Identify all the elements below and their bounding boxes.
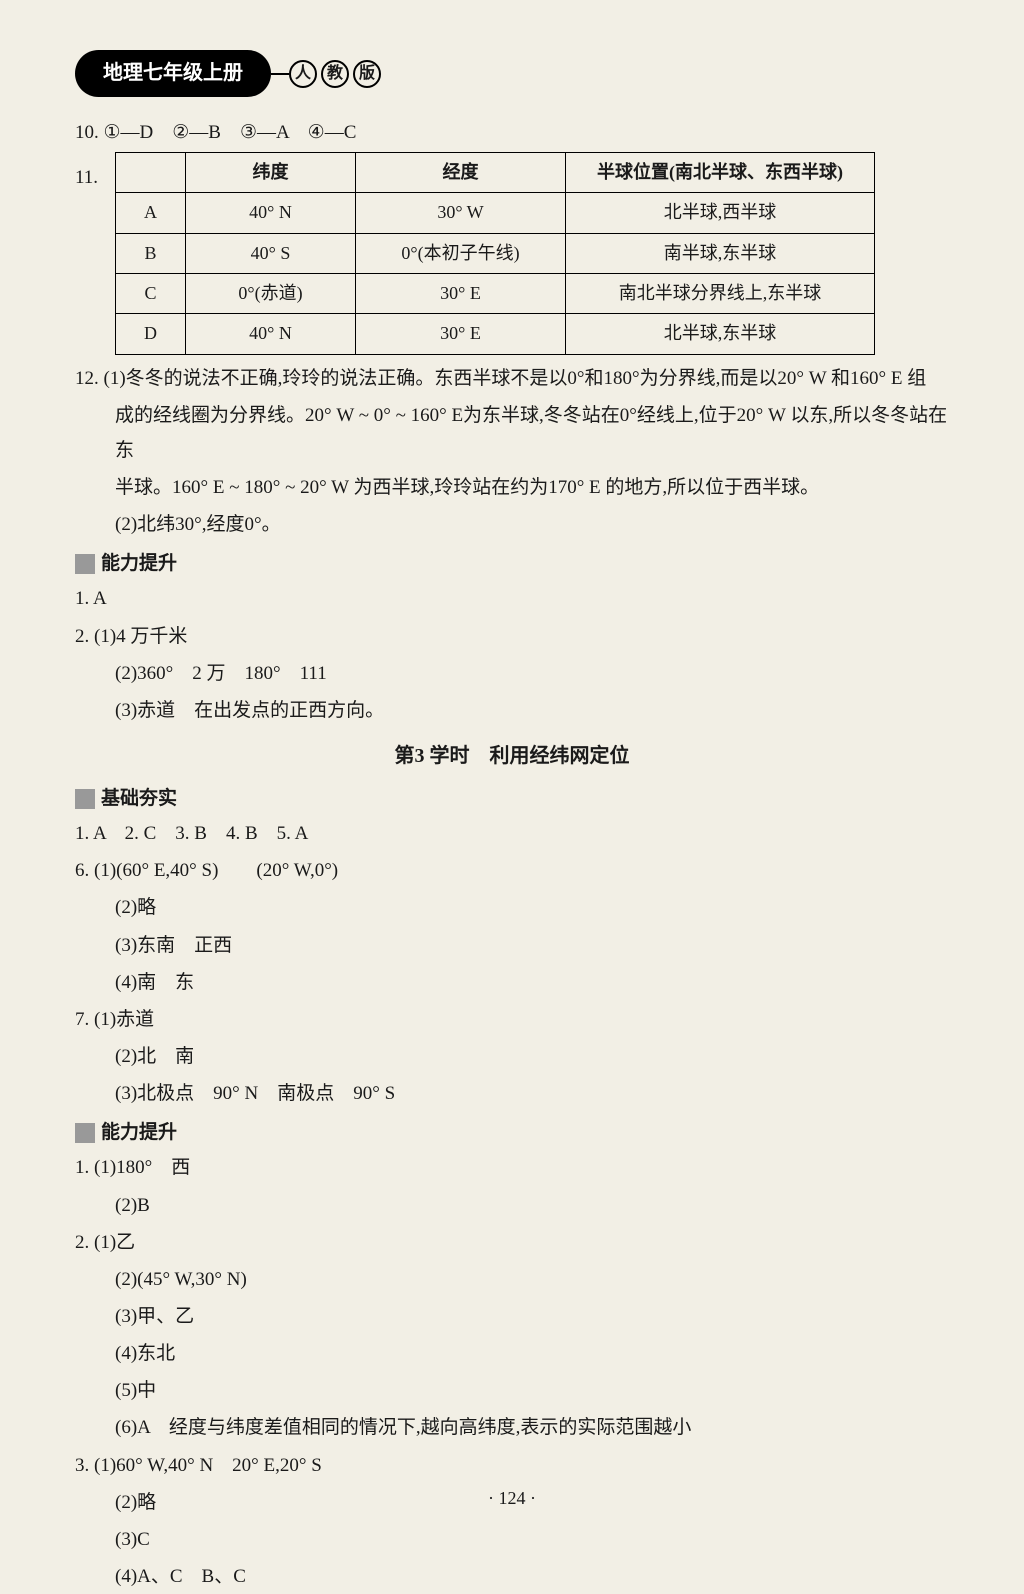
answer-line: (3)赤道 在出发点的正西方向。 [75,693,949,728]
answer-line: (4)东北 [75,1336,949,1371]
section-ability: 能力提升 [75,546,949,581]
answer-q12-line: 12. (1)冬冬的说法不正确,玲玲的说法正确。东西半球不是以0°和180°为分… [75,361,949,396]
header-circles: 人 教 版 [289,60,381,88]
answer-line: 2. (1)乙 [75,1225,949,1260]
table-cell: 0°(本初子午线) [356,233,566,273]
q11-label: 11. [75,152,115,195]
answer-line: (5)中 [75,1373,949,1408]
page-header: 地理七年级上册 人 教 版 [75,50,949,97]
answer-line: 6. (1)(60° E,40° S) (20° W,0°) [75,853,949,888]
answer-q12-line: (2)北纬30°,经度0°。 [75,507,949,542]
table-cell: C [116,274,186,314]
table-cell: 30° E [356,274,566,314]
answer-line: (2)360° 2 万 180° 111 [75,656,949,691]
answer-line: (3)东南 正西 [75,928,949,963]
answer-line: 2. (1)4 万千米 [75,619,949,654]
answer-q12-line: 半球。160° E ~ 180° ~ 20° W 为西半球,玲玲站在约为170°… [75,470,949,505]
section-ability: 能力提升 [75,1115,949,1150]
table-header: 纬度 [186,153,356,193]
header-circle: 版 [353,60,381,88]
lesson-title: 第3 学时 利用经纬网定位 [75,738,949,775]
answer-line: (6)A 经度与纬度差值相同的情况下,越向高纬度,表示的实际范围越小 [75,1410,949,1445]
table-row: D 40° N 30° E 北半球,东半球 [116,314,875,354]
answer-line: (3)C [75,1522,949,1557]
table-cell: 北半球,西半球 [566,193,875,233]
table-cell: 40° N [186,193,356,233]
table-header [116,153,186,193]
answer-line: 1. A [75,581,949,616]
answer-line: 1. A 2. C 3. B 4. B 5. A [75,816,949,851]
table-cell: 40° S [186,233,356,273]
table-row: B 40° S 0°(本初子午线) 南半球,东半球 [116,233,875,273]
table-cell: 30° W [356,193,566,233]
answer-line: (3)北极点 90° N 南极点 90° S [75,1076,949,1111]
table-cell: A [116,193,186,233]
answer-line: (2)略 [75,890,949,925]
page-number: · 124 · [0,1482,1024,1515]
table-cell: 40° N [186,314,356,354]
table-row: C 0°(赤道) 30° E 南北半球分界线上,东半球 [116,274,875,314]
table-cell: 0°(赤道) [186,274,356,314]
answer-line: (4)A、C B、C [75,1559,949,1594]
section-box-icon [75,1123,95,1143]
table-cell: 南半球,东半球 [566,233,875,273]
table-header: 经度 [356,153,566,193]
q11-table: 纬度 经度 半球位置(南北半球、东西半球) A 40° N 30° W 北半球,… [115,152,875,354]
answer-line: (2)(45° W,30° N) [75,1262,949,1297]
answer-q12-line: 成的经线圈为分界线。20° W ~ 0° ~ 160° E为东半球,冬冬站在0°… [75,398,949,468]
section-box-icon [75,789,95,809]
answer-line: 1. (1)180° 西 [75,1150,949,1185]
section-label: 能力提升 [101,1115,177,1150]
section-basic: 基础夯实 [75,781,949,816]
answer-line: 3. (1)60° W,40° N 20° E,20° S [75,1448,949,1483]
table-row: A 40° N 30° W 北半球,西半球 [116,193,875,233]
table-header: 半球位置(南北半球、东西半球) [566,153,875,193]
answer-line: 7. (1)赤道 [75,1002,949,1037]
header-connector [271,73,289,75]
answer-line: (4)南 东 [75,965,949,1000]
header-circle: 教 [321,60,349,88]
header-circle: 人 [289,60,317,88]
answer-line: (2)北 南 [75,1039,949,1074]
section-label: 能力提升 [101,546,177,581]
answer-q10: 10. ①—D ②—B ③—A ④—C [75,115,949,150]
table-cell: B [116,233,186,273]
answer-line: (3)甲、乙 [75,1299,949,1334]
section-box-icon [75,554,95,574]
answer-line: (2)B [75,1188,949,1223]
table-cell: 北半球,东半球 [566,314,875,354]
table-cell: 南北半球分界线上,东半球 [566,274,875,314]
table-cell: D [116,314,186,354]
table-cell: 30° E [356,314,566,354]
section-label: 基础夯实 [101,781,177,816]
header-badge: 地理七年级上册 [75,50,271,97]
answer-q11: 11. 纬度 经度 半球位置(南北半球、东西半球) A 40° N 30° W … [75,152,949,360]
